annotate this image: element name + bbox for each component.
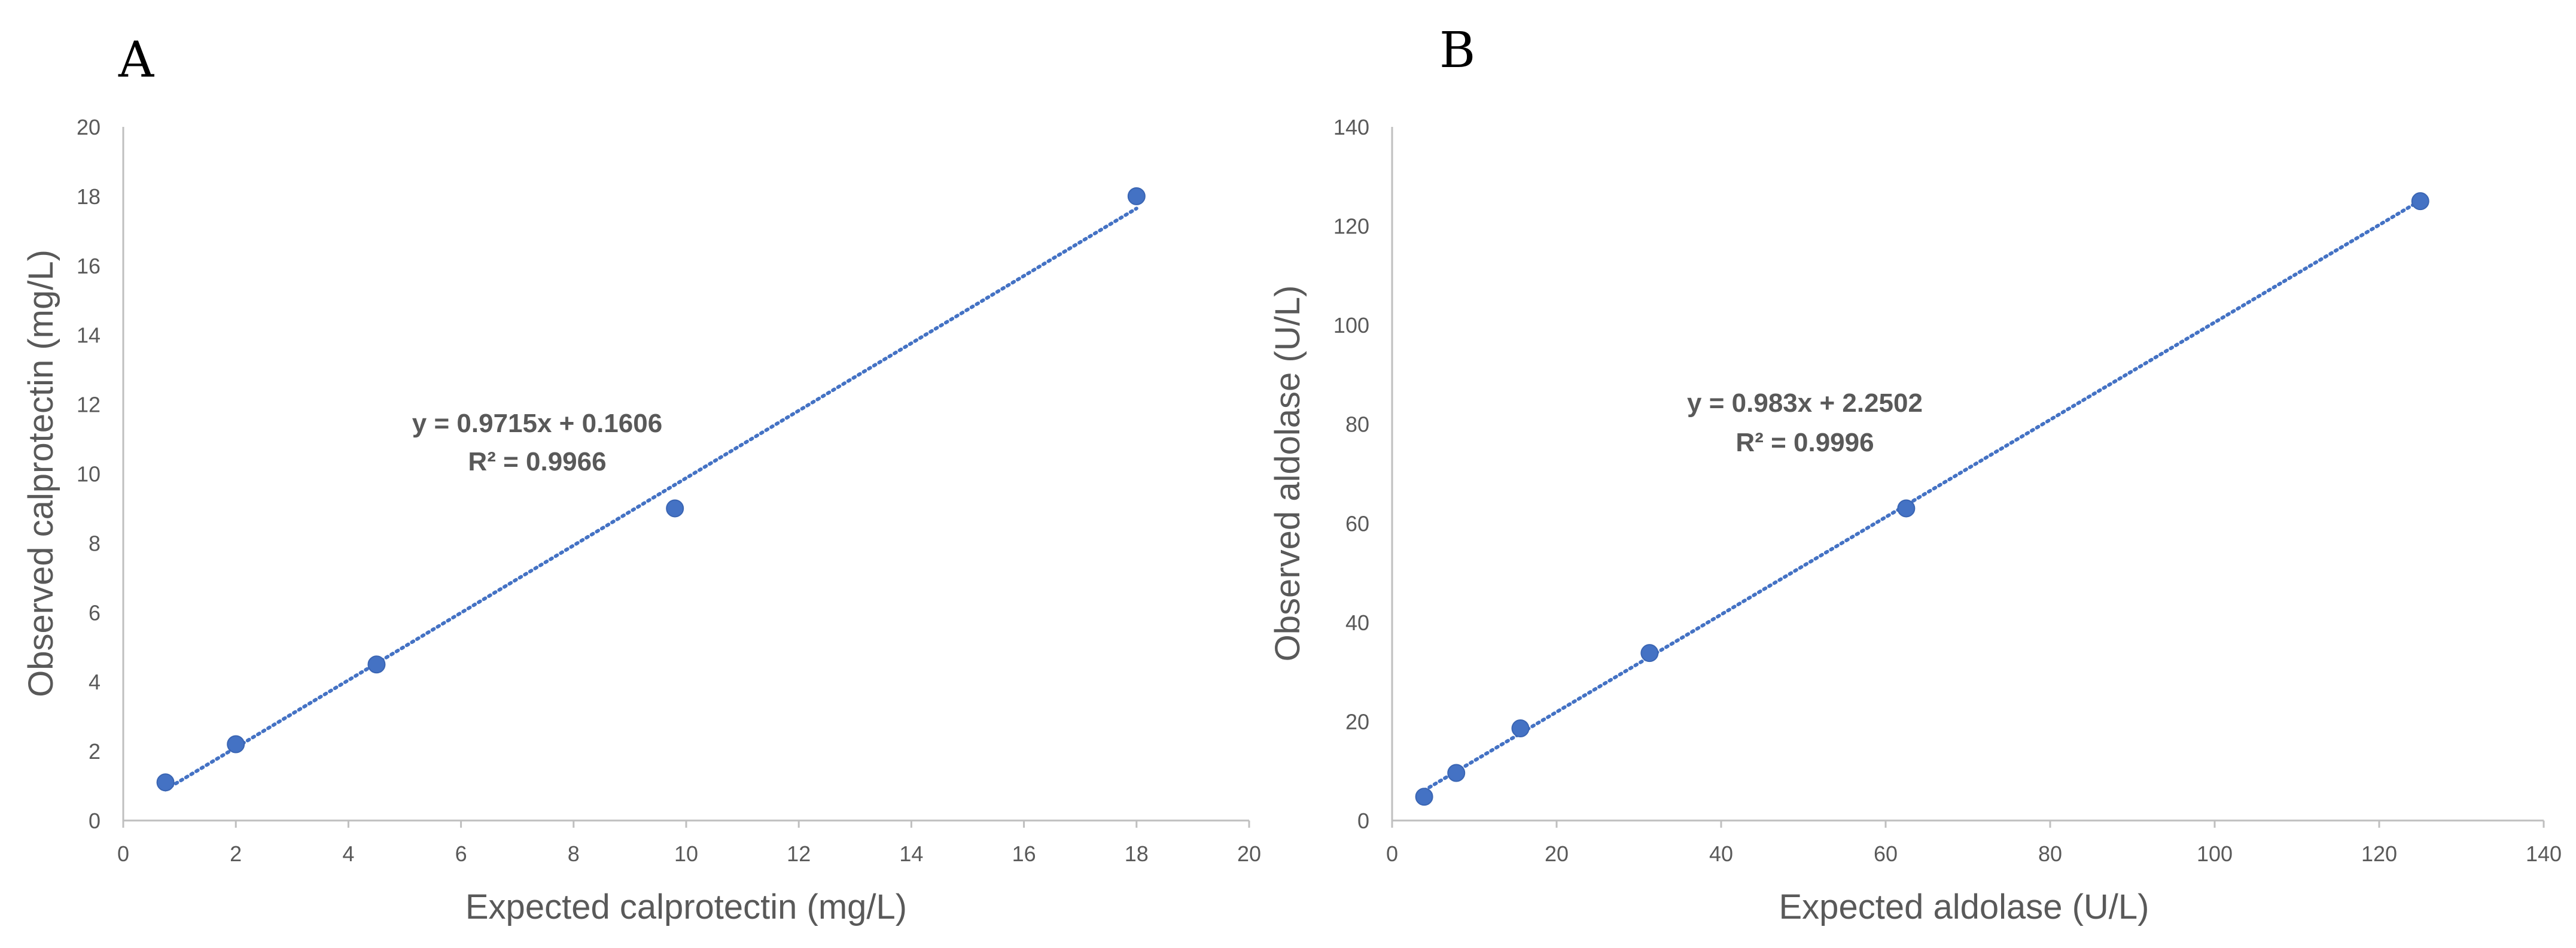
x-tick-label: 40: [1709, 841, 1733, 866]
data-points: [1415, 192, 2429, 806]
chart-panel-b: B 0 20 40 60 80 100 120 140 020406080100120140 …: [1268, 22, 2562, 926]
x-tick-label: 18: [1125, 841, 1149, 866]
x-tick-label: 120: [2361, 841, 2397, 866]
x-tick-label: 140: [2526, 841, 2562, 866]
y-tick-label: 14: [77, 323, 101, 348]
panel-label: B: [1439, 22, 1475, 79]
data-point: [666, 499, 684, 518]
x-tick-marks: [1391, 821, 2545, 828]
data-points: [156, 187, 1146, 792]
y-tick-label: 100: [1333, 313, 1369, 338]
data-point: [367, 655, 386, 674]
data-point: [1511, 719, 1530, 738]
r-squared-label: R² = 0.9966: [468, 447, 606, 476]
data-point: [227, 735, 245, 753]
x-tick-labels: 0 2 4 6 8 10 12 14 16 18 20: [117, 841, 1261, 866]
chart-panel-a: A 0 2 4 6 8 10 12 14 16 18 20 0 2 4 6 8 10 12 14 16 18 20 y …: [22, 32, 1261, 926]
y-tick-label: 4: [89, 670, 101, 694]
y-tick-label: 120: [1333, 214, 1369, 239]
x-tick-label: 2: [230, 841, 242, 866]
data-point: [1640, 644, 1659, 663]
data-point: [2411, 192, 2429, 211]
data-point: [1127, 187, 1146, 205]
y-tick-label: 80: [1345, 412, 1369, 437]
x-tick-label: 10: [674, 841, 698, 866]
x-tick-labels: 0 20 40 60 80 100 120 140: [1386, 841, 2562, 866]
r-squared-label: R² = 0.9996: [1735, 428, 1874, 457]
x-tick-label: 6: [455, 841, 467, 866]
y-tick-label: 0: [89, 809, 101, 833]
trendline-equation: y = 0.983x + 2.2502: [1687, 388, 1923, 418]
data-point: [1415, 788, 1433, 806]
y-tick-label: 8: [89, 531, 101, 555]
x-axis-title: Expected aldolase (U/L): [1779, 888, 2149, 926]
y-tick-label: 12: [77, 393, 101, 417]
x-tick-label: 14: [899, 841, 923, 866]
y-tick-label: 140: [1333, 115, 1369, 139]
x-tick-label: 8: [568, 841, 580, 866]
x-axis-title: Expected calprotectin (mg/L): [465, 888, 907, 926]
x-tick-label: 20: [1237, 841, 1261, 866]
data-point: [1897, 499, 1916, 518]
y-tick-label: 16: [77, 254, 101, 278]
y-axis-title: Observed calprotectin (mg/L): [22, 250, 60, 697]
y-tick-label: 6: [89, 600, 101, 625]
data-point: [1447, 764, 1466, 782]
y-tick-label: 2: [89, 739, 101, 764]
trendline-equation: y = 0.9715x + 0.1606: [412, 409, 662, 438]
y-tick-label: 10: [77, 462, 101, 487]
x-tick-label: 80: [2038, 841, 2062, 866]
y-axis-title: Observed aldolase (U/L): [1268, 285, 1307, 662]
x-tick-label: 0: [117, 841, 129, 866]
trendline: [1422, 199, 2422, 792]
y-tick-label: 20: [77, 115, 101, 139]
data-point: [156, 773, 175, 792]
x-tick-label: 0: [1386, 841, 1398, 866]
x-tick-label: 20: [1545, 841, 1569, 866]
y-tick-label: 0: [1357, 809, 1369, 833]
trendline: [163, 206, 1138, 792]
x-tick-label: 16: [1012, 841, 1036, 866]
y-tick-label: 18: [77, 184, 101, 209]
y-tick-labels: 0 2 4 6 8 10 12 14 16 18 20: [77, 115, 101, 833]
x-tick-label: 4: [342, 841, 354, 866]
x-tick-label: 100: [2197, 841, 2233, 866]
panel-label: A: [118, 32, 155, 89]
y-tick-labels: 0 20 40 60 80 100 120 140: [1333, 115, 1369, 833]
x-tick-marks: [122, 821, 1250, 828]
x-tick-label: 60: [1874, 841, 1898, 866]
y-tick-label: 40: [1345, 610, 1369, 635]
x-tick-label: 12: [787, 841, 811, 866]
y-tick-label: 20: [1345, 709, 1369, 734]
y-tick-label: 60: [1345, 511, 1369, 536]
